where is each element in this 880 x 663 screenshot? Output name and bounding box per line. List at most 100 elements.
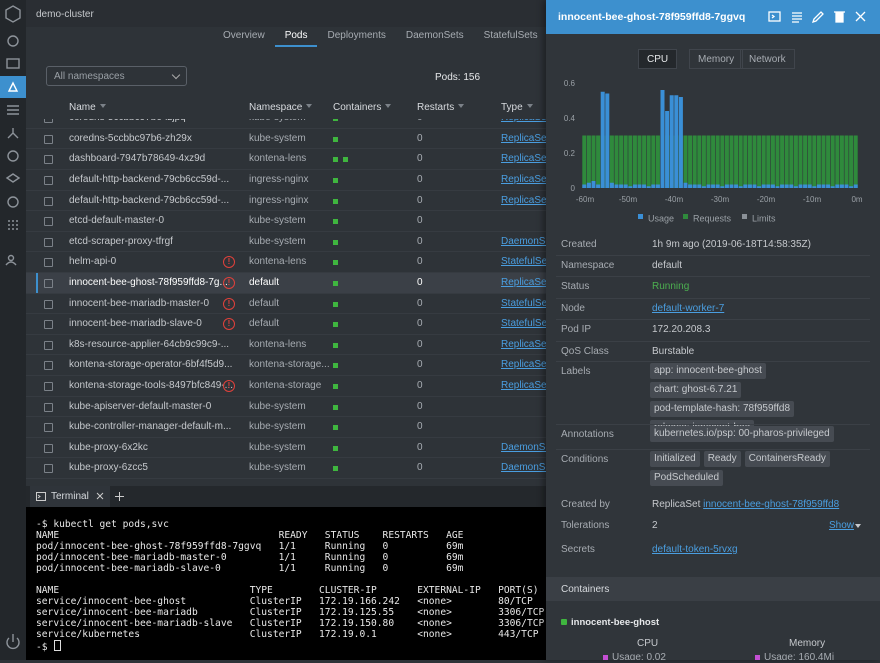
nav-icon[interactable] [5, 261, 17, 266]
checkbox[interactable] [44, 258, 53, 268]
checkbox[interactable] [44, 237, 53, 247]
column-header[interactable]: Containers [333, 102, 391, 113]
value-link[interactable]: default-worker-7 [652, 303, 725, 314]
checkbox[interactable] [44, 279, 53, 288]
owner-type[interactable]: ReplicaSet [501, 359, 546, 371]
tab[interactable]: StatefulSets [483, 30, 538, 41]
table-row[interactable]: coredns-5ccbbc97b6-lzjpq kube-system 0 Repl… [26, 119, 546, 129]
owner-type[interactable]: ReplicaSet [501, 194, 546, 206]
table-row[interactable]: coredns-5ccbbc97b6-zh29x kube-system 0 Repl… [26, 129, 546, 150]
table-row[interactable]: innocent-bee-ghost-78f959ffd8-7g...! defa… [26, 273, 546, 294]
table-row[interactable]: kube-apiserver-default-master-0 kube-syst… [26, 397, 546, 418]
shell-button[interactable] [768, 11, 781, 22]
nav-icon[interactable] [7, 81, 19, 92]
column-header[interactable]: Type [501, 102, 533, 113]
nav-icon[interactable] [7, 196, 19, 208]
owner-type[interactable]: ReplicaSet [501, 132, 546, 144]
checkbox[interactable] [44, 423, 53, 433]
checkbox[interactable] [44, 134, 53, 144]
bar [821, 135, 826, 188]
column-header[interactable]: Name [69, 102, 106, 113]
metric-tab[interactable]: Memory [689, 49, 744, 69]
delete-button[interactable] [834, 11, 845, 23]
warning-icon: ! [223, 380, 235, 392]
checkbox[interactable] [44, 176, 53, 185]
owner-type[interactable]: ReplicaSet [501, 174, 546, 185]
tab[interactable]: Deployments [327, 30, 386, 41]
checkbox[interactable] [44, 217, 53, 227]
table-row[interactable]: dashboard-7947b78649-4xz9d kontena-lens 0 R… [26, 149, 546, 170]
checkbox[interactable] [44, 320, 53, 330]
metric-tab[interactable]: CPU [638, 49, 678, 69]
checkbox[interactable] [44, 299, 53, 309]
owner-type[interactable]: ReplicaSet [501, 380, 546, 391]
close-icon[interactable] [96, 492, 104, 500]
owner-type[interactable]: DaemonSet [501, 235, 546, 247]
table-row[interactable]: default-http-backend-79cb6cc59d-... ingre… [26, 170, 546, 191]
table-row[interactable]: k8s-resource-applier-64cb9c99c9-... konte… [26, 335, 546, 356]
table-row[interactable]: kube-proxy-6x2kc kube-system 0 DaemonSet [26, 438, 546, 459]
owner-type[interactable]: DaemonSet [501, 441, 546, 453]
nav-icon[interactable] [7, 128, 19, 139]
value-link[interactable]: default-token-5rvxg [652, 544, 738, 555]
table-row[interactable]: kube-proxy-6zcc5 kube-system 0 DaemonSet [26, 458, 546, 479]
metric-tab[interactable]: Network [740, 49, 795, 69]
owner-type[interactable]: ReplicaSet [501, 338, 546, 350]
namespace-select[interactable]: All namespaces [46, 66, 187, 86]
power-icon[interactable] [6, 634, 20, 650]
edit-button[interactable] [811, 11, 824, 24]
bar [715, 184, 720, 188]
owner-type[interactable]: StatefulSet [501, 256, 546, 268]
checkbox[interactable] [44, 361, 53, 371]
tab[interactable]: Pods [274, 27, 318, 47]
owner-type[interactable]: StatefulSet [501, 318, 546, 330]
value-link[interactable]: innocent-bee-ghost-78f959ffd8 [703, 499, 840, 510]
owner-type[interactable]: StatefulSet [501, 297, 546, 309]
bar [637, 184, 642, 188]
bar [642, 135, 647, 188]
checkbox[interactable] [44, 196, 53, 206]
add-terminal[interactable] [115, 492, 124, 501]
table-row[interactable]: etcd-scraper-proxy-tfrgf kube-system 0 Daem… [26, 232, 546, 253]
table-row[interactable]: default-http-backend-79cb6cc59d-... ingre… [26, 191, 546, 212]
column-header[interactable]: Restarts [417, 102, 464, 113]
table-row[interactable]: kontena-storage-operator-6bf4f5d9... kont… [26, 355, 546, 376]
bar [757, 135, 762, 188]
close-button[interactable] [855, 11, 866, 22]
checkbox[interactable] [44, 443, 53, 453]
legend-swatch [742, 214, 747, 219]
container-dot [333, 198, 338, 204]
checkbox[interactable] [44, 464, 53, 474]
owner-type[interactable]: ReplicaSet [501, 119, 546, 128]
owner-type[interactable]: DaemonSet [501, 462, 546, 474]
table-row[interactable]: innocent-bee-mariadb-slave-0! default 0 Sta… [26, 314, 546, 335]
owner-type[interactable]: ReplicaSet [501, 153, 546, 165]
table-row[interactable]: kontena-storage-tools-8497bfc849-...! kon… [26, 376, 546, 397]
checkbox[interactable] [44, 382, 53, 391]
checkbox[interactable] [44, 119, 53, 124]
logs-button[interactable] [792, 12, 802, 23]
tab[interactable]: Overview [223, 30, 265, 41]
nav-icon[interactable] [7, 150, 19, 162]
table-row[interactable]: etcd-default-master-0 kube-system 0 [26, 211, 546, 232]
nav-icon[interactable] [6, 58, 20, 69]
logo [5, 5, 21, 23]
show-toggle[interactable]: Show [828, 520, 854, 531]
checkbox[interactable] [44, 155, 53, 165]
table-row[interactable]: innocent-bee-mariadb-master-0! default 0 St… [26, 294, 546, 315]
checkbox[interactable] [44, 402, 53, 412]
nav-icon[interactable] [8, 220, 18, 230]
tab[interactable]: DaemonSets [405, 30, 464, 41]
nav-icon[interactable] [5, 173, 21, 183]
column-header[interactable]: Namespace [249, 102, 312, 113]
nav-icon[interactable] [7, 35, 19, 47]
terminal-tab[interactable]: Terminal [30, 486, 110, 507]
checkbox[interactable] [44, 340, 53, 350]
owner-type[interactable]: ReplicaSet [501, 277, 546, 288]
nav-icon[interactable] [7, 105, 19, 115]
bar [660, 90, 665, 188]
metric-title: CPU [637, 638, 659, 649]
nav-icon[interactable] [7, 254, 15, 262]
table-row[interactable]: helm-api-0! kontena-lens 0 StatefulSet [26, 252, 546, 273]
table-row[interactable]: kube-controller-manager-default-m... kube… [26, 417, 546, 438]
